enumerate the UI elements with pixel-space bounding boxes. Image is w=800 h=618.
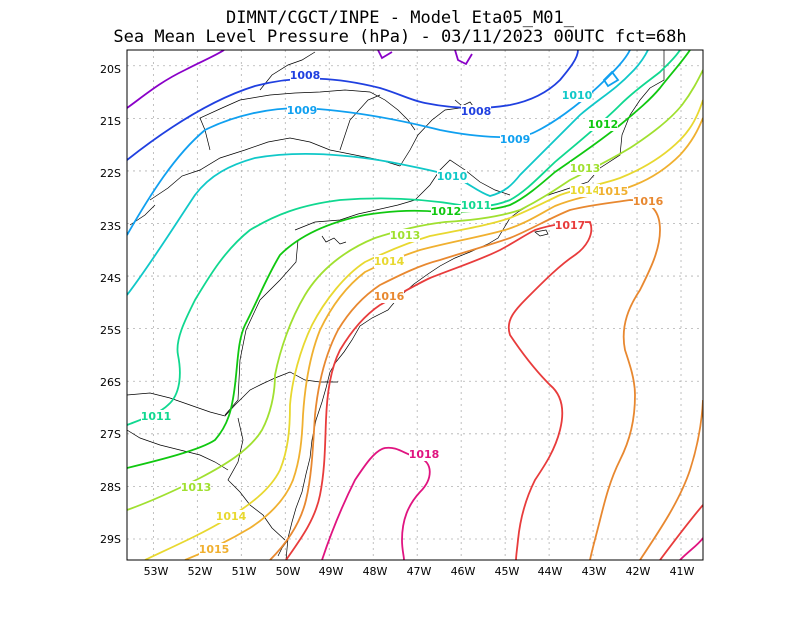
state-border bbox=[149, 137, 401, 201]
chart-title-line1: DIMNT/CGCT/INPE - Model Eta05_M01_ bbox=[226, 8, 574, 28]
isobar-label-1011: 1011 bbox=[461, 199, 492, 212]
lat-tick-label: 23S bbox=[100, 220, 121, 233]
isobar-1017 bbox=[659, 504, 703, 560]
isobar-1007 bbox=[377, 50, 393, 60]
coastline bbox=[285, 50, 665, 560]
isobar-1007 bbox=[454, 50, 473, 66]
lat-tick-label: 22S bbox=[100, 167, 121, 180]
isobar-label-1014: 1014 bbox=[374, 255, 405, 268]
lon-tick-label: 49W bbox=[319, 565, 344, 578]
state-border bbox=[127, 429, 229, 471]
isobar-label-1018: 1018 bbox=[409, 448, 440, 461]
lon-tick-label: 45W bbox=[495, 565, 520, 578]
isobar-label-1013: 1013 bbox=[390, 229, 421, 242]
isobar-label-1016: 1016 bbox=[374, 290, 405, 303]
state-border bbox=[199, 89, 416, 151]
lat-tick-label: 24S bbox=[100, 272, 121, 285]
isobar-label-1013: 1013 bbox=[570, 162, 601, 175]
state-border bbox=[224, 239, 299, 416]
lon-tick-label: 53W bbox=[144, 565, 169, 578]
isobar-1016 bbox=[269, 199, 661, 560]
longitude-axis: 53W 52W 51W 50W 49W 48W 47W 46W 45W 44W … bbox=[144, 565, 695, 578]
lon-tick-label: 52W bbox=[188, 565, 213, 578]
lon-tick-label: 42W bbox=[626, 565, 651, 578]
state-border bbox=[339, 94, 381, 151]
isobar-labels: 1008 1008 1009 1009 1010 1010 1011 1011 … bbox=[141, 69, 664, 556]
isobar-1017 bbox=[285, 221, 593, 560]
isobar-label-1011: 1011 bbox=[141, 410, 172, 423]
lon-tick-label: 48W bbox=[363, 565, 388, 578]
lat-tick-label: 20S bbox=[100, 63, 121, 76]
isobar-label-1013: 1013 bbox=[181, 481, 212, 494]
lat-tick-label: 29S bbox=[100, 533, 121, 546]
map-area: 1008 1008 1009 1009 1010 1010 1011 1011 … bbox=[127, 50, 703, 560]
isobar-label-1014: 1014 bbox=[216, 510, 247, 523]
isobar-label-1012: 1012 bbox=[431, 205, 462, 218]
state-border bbox=[259, 51, 316, 91]
isobar-1007 bbox=[127, 50, 225, 109]
isobar-1016 bbox=[639, 399, 703, 560]
isobar-label-1014: 1014 bbox=[570, 184, 601, 197]
isobar-label-1017: 1017 bbox=[555, 219, 586, 232]
isobar-1018 bbox=[321, 446, 431, 560]
isobar-label-1010: 1010 bbox=[562, 89, 593, 102]
isobar-label-1016: 1016 bbox=[633, 195, 664, 208]
isobar-label-1009: 1009 bbox=[287, 104, 318, 117]
graticule bbox=[127, 50, 703, 560]
lon-tick-label: 44W bbox=[538, 565, 563, 578]
isobar-label-1010: 1010 bbox=[437, 170, 468, 183]
isobar-1012 bbox=[127, 50, 691, 469]
lon-tick-label: 43W bbox=[582, 565, 607, 578]
isobar-label-1008: 1008 bbox=[290, 69, 321, 82]
lon-tick-label: 46W bbox=[451, 565, 476, 578]
lat-tick-label: 28S bbox=[100, 481, 121, 494]
isobar-1011 bbox=[127, 50, 681, 426]
island bbox=[534, 229, 549, 237]
state-border bbox=[414, 159, 511, 201]
lon-tick-label: 50W bbox=[276, 565, 301, 578]
isobar-1013 bbox=[127, 69, 703, 511]
lon-tick-label: 51W bbox=[232, 565, 257, 578]
state-border bbox=[294, 199, 416, 231]
chart-title-line2: Sea Mean Level Pressure (hPa) - 03/11/20… bbox=[113, 27, 687, 47]
lat-tick-label: 25S bbox=[100, 324, 121, 337]
reservoir bbox=[321, 235, 347, 245]
isobar-label-1009: 1009 bbox=[500, 133, 531, 146]
isobar-1009 bbox=[127, 50, 631, 236]
lat-tick-label: 26S bbox=[100, 376, 121, 389]
lon-tick-label: 47W bbox=[407, 565, 432, 578]
isobar-label-1015: 1015 bbox=[199, 543, 230, 556]
lat-tick-label: 21S bbox=[100, 115, 121, 128]
isobar-label-1012: 1012 bbox=[588, 118, 619, 131]
lat-tick-label: 27S bbox=[100, 428, 121, 441]
geography bbox=[127, 50, 665, 560]
state-border bbox=[227, 417, 286, 541]
isobar-label-1015: 1015 bbox=[598, 185, 629, 198]
isobar-1008 bbox=[127, 50, 579, 161]
isobar-1014 bbox=[144, 99, 703, 560]
isobar-1018 bbox=[679, 537, 703, 560]
isobar-label-1008: 1008 bbox=[461, 105, 492, 118]
lon-tick-label: 41W bbox=[670, 565, 695, 578]
map-frame bbox=[126, 49, 704, 561]
isobar-1009 bbox=[602, 70, 620, 88]
latitude-axis: 20S 21S 22S 23S 24S 25S 26S 27S 28S 29S bbox=[100, 63, 121, 546]
